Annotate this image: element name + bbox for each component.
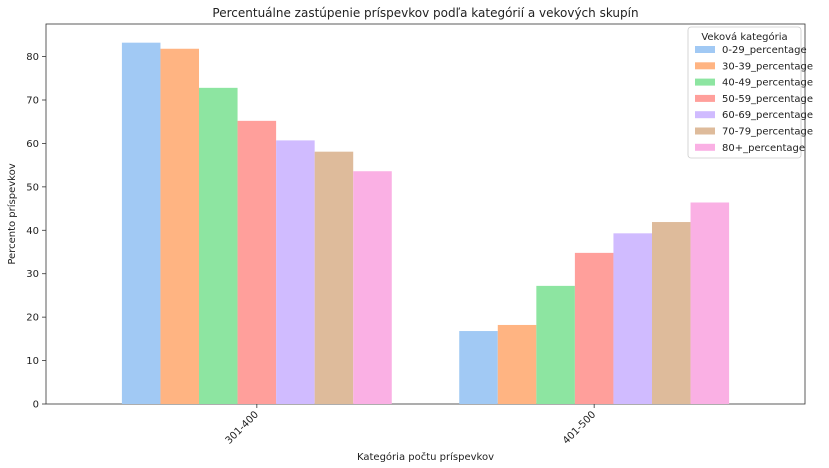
legend-swatch xyxy=(695,127,715,135)
y-tick-label: 10 xyxy=(26,356,39,367)
bar-60-69-percentage-301-400 xyxy=(276,140,315,405)
legend-entry: 0-29_percentage xyxy=(722,45,807,56)
legend-swatch xyxy=(695,78,715,86)
legend-swatch xyxy=(695,46,715,53)
legend-swatch xyxy=(695,143,715,151)
bar-30-39-percentage-301-400 xyxy=(160,48,200,405)
bar-0-29-percentage-301-400 xyxy=(121,42,161,404)
x-tick-label: 401-500 xyxy=(561,409,598,446)
bar-60-69-percentage-401-500 xyxy=(613,233,652,404)
bar-80-percentage-401-500 xyxy=(690,202,730,404)
x-tick-label: 301-400 xyxy=(224,409,261,446)
bar-40-49-percentage-301-400 xyxy=(199,87,238,404)
bar-70-79-percentage-401-500 xyxy=(651,222,691,404)
legend-entry: 40-49_percentage xyxy=(722,78,813,89)
bar-50-59-percentage-401-500 xyxy=(574,252,614,404)
legend-swatch xyxy=(695,94,715,102)
y-axis-label: Percento príspevkov xyxy=(6,163,18,264)
x-axis-label: Kategória počtu príspevkov xyxy=(357,451,494,463)
bar-30-39-percentage-401-500 xyxy=(497,324,537,404)
axes-layer xyxy=(42,23,806,408)
y-tick-label: 50 xyxy=(26,182,39,193)
legend-entry: 80+_percentage xyxy=(722,143,805,154)
chart-title: Percentuálne zastúpenie príspevkov podľa… xyxy=(212,6,638,20)
y-tick-label: 60 xyxy=(26,139,39,150)
bar-50-59-percentage-301-400 xyxy=(237,120,277,405)
legend-box xyxy=(687,26,802,159)
legend-entry: 50-59_percentage xyxy=(722,94,813,105)
legend-entry: 30-39_percentage xyxy=(722,61,813,72)
y-tick-label: 40 xyxy=(26,226,39,237)
y-tick-label: 0 xyxy=(33,400,39,411)
legend-entry: 70-79_percentage xyxy=(722,127,813,138)
y-tick-label: 70 xyxy=(26,96,39,107)
legend-swatch xyxy=(695,62,715,70)
legend: Veková kategória 0-29_percentage 30-39_per… xyxy=(687,26,813,159)
bar-40-49-percentage-401-500 xyxy=(536,285,575,404)
y-tick-label: 20 xyxy=(26,313,39,324)
bar-0-29-percentage-401-500 xyxy=(459,331,498,404)
y-tick-label: 80 xyxy=(26,52,39,63)
bar-80-percentage-301-400 xyxy=(353,171,392,404)
bars-layer xyxy=(121,42,730,405)
bar-70-79-percentage-301-400 xyxy=(314,151,354,404)
plot-frame xyxy=(45,23,806,405)
legend-entry: 60-69_percentage xyxy=(722,110,813,121)
legend-swatch xyxy=(695,111,715,119)
legend-title: Veková kategória xyxy=(701,31,787,43)
y-tick-label: 30 xyxy=(26,269,39,280)
